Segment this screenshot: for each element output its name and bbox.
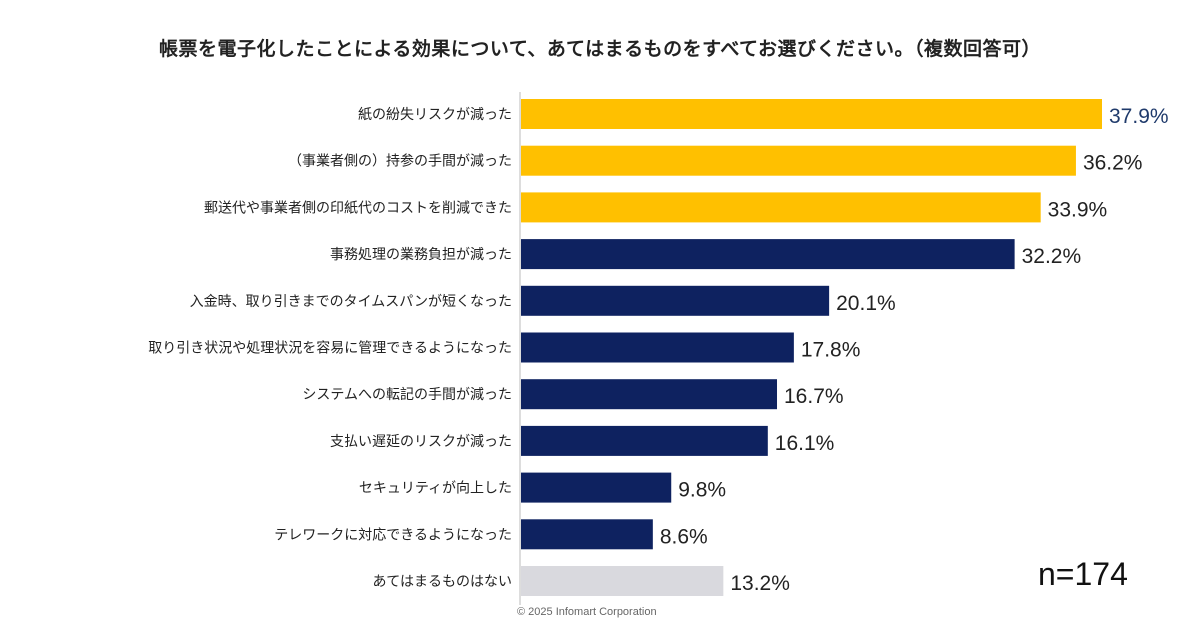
category-label: 事務処理の業務負担が減った [330,246,512,263]
data-label: 8.6% [660,525,708,548]
category-label: セキュリティが向上した [359,481,512,497]
data-label: 9.8% [678,479,726,502]
data-label: 13.2% [730,572,790,595]
sample-size-label: n=174 [1038,556,1128,592]
bar [521,285,830,316]
category-label: 紙の紛失リスクが減った [358,106,512,123]
category-label: システムへの転記の手間が減った [302,386,512,403]
data-label: 37.9% [1109,105,1169,128]
bar [521,519,653,550]
bar [521,425,768,456]
bar [521,332,794,363]
category-label: 支払い遅延のリスクが減った [330,433,512,450]
data-label: 16.7% [784,385,844,408]
copyright: © 2025 Infomart Corporation [517,606,657,618]
data-label: 36.2% [1083,152,1143,175]
chart-title: 帳票を電子化したことによる効果について、あてはまるものをすべてお選びください。（… [159,38,1041,60]
data-label: 20.1% [836,292,896,315]
data-label: 16.1% [775,432,835,455]
data-label: 17.8% [801,339,861,362]
data-label: 32.2% [1022,245,1082,268]
bar [521,99,1102,129]
category-label: あてはまるものはない [373,574,512,590]
category-label: 入金時、取り引きまでのタイムスパンが短くなった [190,294,512,310]
data-label: 33.9% [1048,198,1108,221]
bar [521,379,778,410]
bar [521,239,1015,270]
bar [521,472,672,503]
bar [521,192,1041,223]
category-label: （事業者側の）持参の手間が減った [288,153,512,170]
bar [521,145,1076,176]
category-label: 郵送代や事業者側の印紙代のコストを削減できた [204,199,512,216]
category-label: テレワークに対応できるようになった [274,527,512,543]
bar [521,566,724,596]
category-label: 取り引き状況や処理状況を容易に管理できるようになった [148,340,512,357]
